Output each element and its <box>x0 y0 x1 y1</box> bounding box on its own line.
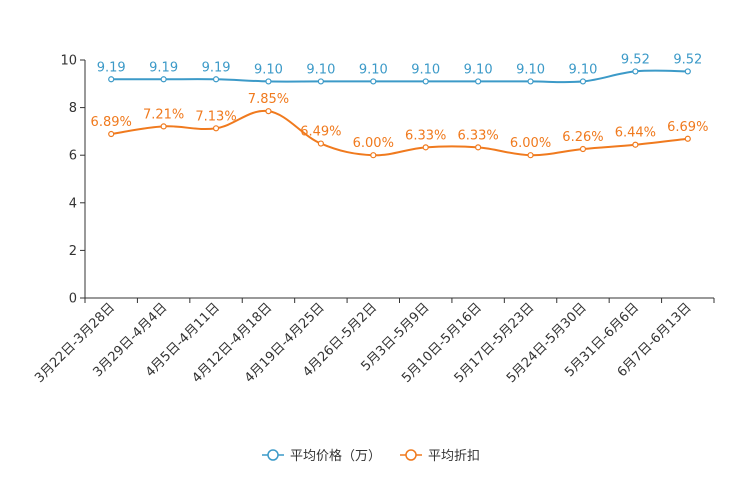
y-tick-label: 0 <box>69 292 77 307</box>
data-label: 6.26% <box>562 130 603 145</box>
legend[interactable]: 平均价格（万） 平均折扣 <box>262 448 480 464</box>
data-point[interactable] <box>212 76 220 83</box>
data-point[interactable] <box>527 78 534 85</box>
data-label: 9.10 <box>306 62 335 77</box>
data-point[interactable] <box>684 135 691 142</box>
data-point[interactable] <box>579 78 587 85</box>
series-line <box>111 69 688 84</box>
data-point[interactable] <box>684 68 691 75</box>
data-label: 9.10 <box>464 62 493 77</box>
data-point[interactable] <box>212 125 220 132</box>
series-average-price: 9.19 9.19 9.19 9.10 9.10 9.10 9.10 9.10 9.10 9.10… <box>97 52 702 85</box>
legend-marker-icon <box>267 449 279 461</box>
y-tick-label: 8 <box>69 101 77 116</box>
legend-item-average-discount[interactable]: 平均折扣 <box>400 449 480 464</box>
data-point[interactable] <box>475 78 482 85</box>
data-label: 6.00% <box>353 136 394 151</box>
data-point[interactable] <box>265 108 272 115</box>
data-point[interactable] <box>579 145 587 153</box>
data-point[interactable] <box>317 140 324 147</box>
series-average-discount: 6.89% 7.21% 7.13% 7.85% 6.49% 6.00% 6.33% 6.33%… <box>91 92 708 159</box>
series-layer: 9.19 9.19 9.19 9.10 9.10 9.10 9.10 9.10 9.10 9.10… <box>91 52 708 159</box>
data-point[interactable] <box>527 152 534 159</box>
legend-label: 平均折扣 <box>428 449 480 464</box>
data-label: 9.10 <box>411 62 440 77</box>
data-label: 6.33% <box>457 128 498 143</box>
data-point[interactable] <box>265 78 272 85</box>
data-label: 9.52 <box>621 52 650 67</box>
y-tick-label: 10 <box>60 54 77 69</box>
data-label: 7.13% <box>195 109 236 124</box>
data-point[interactable] <box>632 141 639 148</box>
data-point[interactable] <box>422 78 429 85</box>
data-label: 9.10 <box>254 62 283 77</box>
y-tick-label: 2 <box>69 244 77 259</box>
data-point[interactable] <box>370 152 377 159</box>
data-label: 6.44% <box>615 126 656 141</box>
data-label: 9.10 <box>359 62 388 77</box>
data-point[interactable] <box>475 144 482 151</box>
data-point[interactable] <box>160 123 167 130</box>
data-label: 7.85% <box>248 92 289 107</box>
data-point[interactable] <box>370 78 377 85</box>
data-point[interactable] <box>160 76 167 83</box>
series-line <box>111 110 688 157</box>
data-label: 9.19 <box>97 60 126 75</box>
data-point[interactable] <box>317 78 324 85</box>
data-label: 9.10 <box>516 62 545 77</box>
data-point[interactable] <box>108 76 115 83</box>
data-point[interactable] <box>422 144 429 151</box>
axes: 02468103月22日-3月28日3月29日-4月4日4月5日-4月11日4月… <box>32 54 715 386</box>
data-label: 6.00% <box>510 136 551 151</box>
data-label: 6.89% <box>91 115 132 130</box>
y-tick-label: 4 <box>69 196 77 211</box>
data-point[interactable] <box>632 68 639 75</box>
data-label: 6.49% <box>300 125 341 140</box>
legend-marker-icon <box>405 449 417 461</box>
y-tick-label: 6 <box>69 149 77 164</box>
data-point[interactable] <box>108 130 115 138</box>
data-label: 6.33% <box>405 128 446 143</box>
data-label: 9.52 <box>673 52 702 67</box>
data-label: 6.69% <box>667 120 708 135</box>
legend-item-average-price[interactable]: 平均价格（万） <box>262 448 381 464</box>
legend-label: 平均价格（万） <box>290 448 381 464</box>
data-label: 7.21% <box>143 107 184 122</box>
data-label: 9.19 <box>149 60 178 75</box>
data-label: 9.10 <box>568 62 597 77</box>
data-label: 9.19 <box>202 60 231 75</box>
